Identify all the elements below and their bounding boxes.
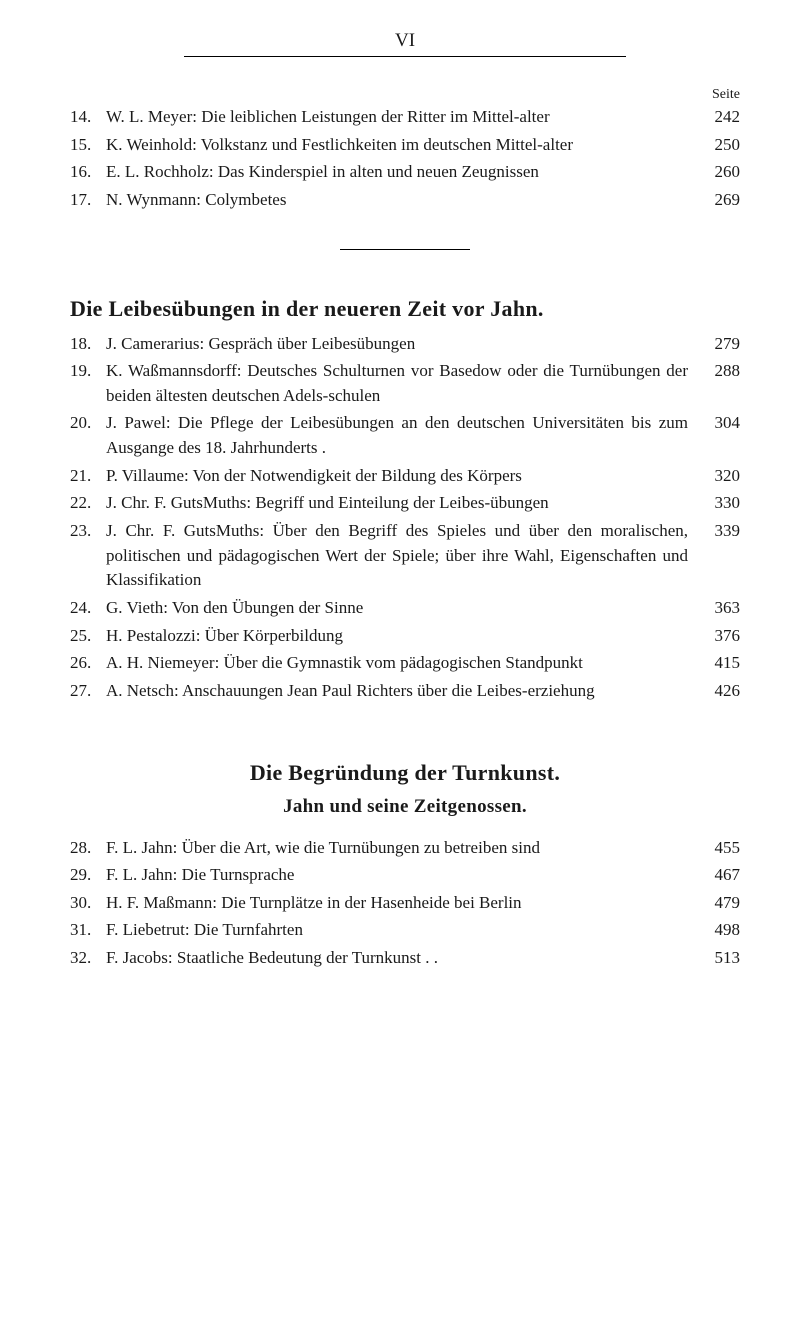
entry-page: 467 (696, 863, 740, 888)
entry-page: 269 (696, 188, 740, 213)
toc-entry: 27. A. Netsch: Anschauungen Jean Paul Ri… (70, 679, 740, 704)
entry-number: 18. (70, 332, 106, 357)
entry-page: 250 (696, 133, 740, 158)
entry-number: 23. (70, 519, 106, 593)
entry-text: A. H. Niemeyer: Über die Gymnastik vom p… (106, 651, 696, 676)
toc-entry: 32. F. Jacobs: Staatliche Bedeutung der … (70, 946, 740, 971)
entry-number: 19. (70, 359, 106, 408)
entry-page: 304 (696, 411, 740, 460)
entry-number: 24. (70, 596, 106, 621)
toc-entry: 26. A. H. Niemeyer: Über die Gymnastik v… (70, 651, 740, 676)
entry-number: 25. (70, 624, 106, 649)
entry-text: G. Vieth: Von den Übungen der Sinne (106, 596, 696, 621)
entry-page: 479 (696, 891, 740, 916)
toc-entry: 16. E. L. Rochholz: Das Kinderspiel in a… (70, 160, 740, 185)
entry-number: 21. (70, 464, 106, 489)
entry-number: 30. (70, 891, 106, 916)
entry-text: N. Wynmann: Colymbetes (106, 188, 696, 213)
toc-entry: 21. P. Villaume: Von der Notwendigkeit d… (70, 464, 740, 489)
entry-text: P. Villaume: Von der Notwendigkeit der B… (106, 464, 696, 489)
toc-entry: 19. K. Waßmannsdorff: Deutsches Schultur… (70, 359, 740, 408)
entry-number: 32. (70, 946, 106, 971)
entry-text: J. Chr. F. GutsMuths: Über den Begriff d… (106, 519, 696, 593)
entry-page: 330 (696, 491, 740, 516)
section-subtitle: Jahn und seine Zeitgenossen. (70, 796, 740, 818)
entry-text: F. L. Jahn: Die Turnsprache (106, 863, 696, 888)
entry-text: E. L. Rochholz: Das Kinderspiel in alten… (106, 160, 696, 185)
toc-entry: 15. K. Weinhold: Volkstanz und Festlichk… (70, 133, 740, 158)
entry-number: 22. (70, 491, 106, 516)
entry-text: F. Jacobs: Staatliche Bedeutung der Turn… (106, 946, 696, 971)
toc-entry: 20. J. Pawel: Die Pflege der Leibesübung… (70, 411, 740, 460)
entry-page: 242 (696, 105, 740, 130)
toc-entry: 23. J. Chr. F. GutsMuths: Über den Begri… (70, 519, 740, 593)
entry-page: 363 (696, 596, 740, 621)
entry-text: K. Waßmannsdorff: Deutsches Schulturnen … (106, 359, 696, 408)
entry-page: 415 (696, 651, 740, 676)
toc-entry: 30. H. F. Maßmann: Die Turnplätze in der… (70, 891, 740, 916)
toc-entry: 17. N. Wynmann: Colymbetes 269 (70, 188, 740, 213)
toc-entry: 24. G. Vieth: Von den Übungen der Sinne … (70, 596, 740, 621)
entry-text: A. Netsch: Anschauungen Jean Paul Richte… (106, 679, 696, 704)
toc-entry: 31. F. Liebetrut: Die Turnfahrten 498 (70, 918, 740, 943)
page-header-roman: VI (184, 30, 626, 57)
entry-number: 28. (70, 836, 106, 861)
entry-text: W. L. Meyer: Die leiblichen Leistungen d… (106, 105, 696, 130)
entry-page: 455 (696, 836, 740, 861)
toc-entry: 29. F. L. Jahn: Die Turnsprache 467 (70, 863, 740, 888)
seite-label: Seite (70, 87, 740, 103)
toc-entry: 14. W. L. Meyer: Die leiblichen Leistung… (70, 105, 740, 130)
entry-number: 27. (70, 679, 106, 704)
entry-page: 426 (696, 679, 740, 704)
entry-page: 339 (696, 519, 740, 593)
entry-number: 31. (70, 918, 106, 943)
entry-text: F. Liebetrut: Die Turnfahrten (106, 918, 696, 943)
entry-page: 320 (696, 464, 740, 489)
entry-page: 279 (696, 332, 740, 357)
entry-text: F. L. Jahn: Über die Art, wie die Turnüb… (106, 836, 696, 861)
entry-number: 15. (70, 133, 106, 158)
entry-page: 513 (696, 946, 740, 971)
entry-page: 288 (696, 359, 740, 408)
entry-text: K. Weinhold: Volkstanz und Festlichkeite… (106, 133, 696, 158)
entry-text: J. Camerarius: Gespräch über Leibesübung… (106, 332, 696, 357)
entry-text: H. F. Maßmann: Die Turnplätze in der Has… (106, 891, 696, 916)
entry-page: 260 (696, 160, 740, 185)
entry-number: 14. (70, 105, 106, 130)
section-title: Die Leibesübungen in der neueren Zeit vo… (70, 296, 740, 322)
entry-number: 17. (70, 188, 106, 213)
toc-entry: 28. F. L. Jahn: Über die Art, wie die Tu… (70, 836, 740, 861)
entry-number: 20. (70, 411, 106, 460)
entry-number: 29. (70, 863, 106, 888)
toc-entry: 18. J. Camerarius: Gespräch über Leibesü… (70, 332, 740, 357)
entry-text: H. Pestalozzi: Über Körperbildung (106, 624, 696, 649)
entry-text: J. Chr. F. GutsMuths: Begriff und Eintei… (106, 491, 696, 516)
entry-text: J. Pawel: Die Pflege der Leibesübungen a… (106, 411, 696, 460)
separator-line (340, 249, 470, 250)
entry-page: 498 (696, 918, 740, 943)
toc-entry: 22. J. Chr. F. GutsMuths: Begriff und Ei… (70, 491, 740, 516)
entry-number: 16. (70, 160, 106, 185)
entry-page: 376 (696, 624, 740, 649)
entry-number: 26. (70, 651, 106, 676)
section-title: Die Begründung der Turnkunst. (70, 760, 740, 786)
toc-entry: 25. H. Pestalozzi: Über Körperbildung 37… (70, 624, 740, 649)
